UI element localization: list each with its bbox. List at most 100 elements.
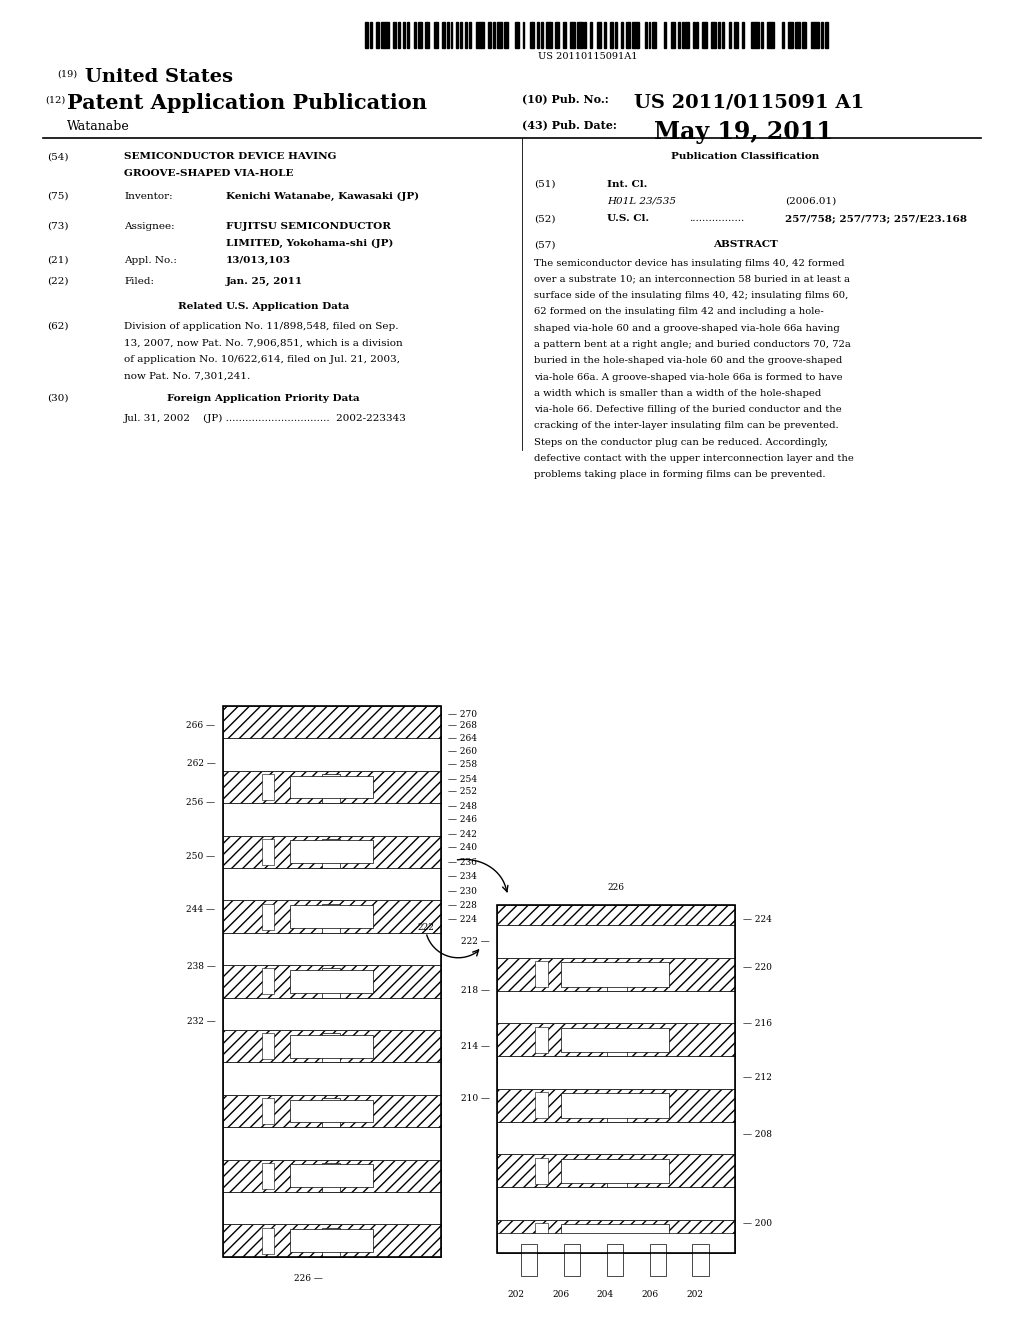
Bar: [392, 22, 396, 48]
Bar: [425, 22, 429, 48]
Text: Patent Application Publication: Patent Application Publication: [68, 94, 427, 114]
Bar: [597, 22, 601, 48]
Text: Foreign Application Priority Data: Foreign Application Priority Data: [167, 393, 359, 403]
Text: 214 —: 214 —: [461, 1041, 489, 1051]
Text: LIMITED, Yokohama-shi (JP): LIMITED, Yokohama-shi (JP): [225, 239, 393, 248]
Bar: [322, 774, 340, 803]
Text: 222: 222: [417, 923, 434, 932]
Bar: [222, 1094, 441, 1127]
Bar: [262, 1228, 273, 1254]
Bar: [222, 771, 441, 803]
Bar: [802, 22, 806, 48]
Bar: [403, 22, 406, 48]
Bar: [497, 1023, 735, 1056]
Text: 244 —: 244 —: [186, 906, 215, 915]
Bar: [685, 22, 689, 48]
Text: 238 —: 238 —: [186, 962, 215, 972]
Text: — 254: — 254: [449, 775, 477, 784]
Text: (54): (54): [47, 152, 69, 161]
Bar: [795, 22, 801, 48]
Bar: [262, 1163, 273, 1189]
Bar: [535, 1092, 548, 1118]
Bar: [497, 906, 735, 1253]
Bar: [222, 1127, 441, 1159]
Text: via-hole 66. Defective filling of the buried conductor and the: via-hole 66. Defective filling of the bu…: [535, 405, 842, 414]
Bar: [290, 1035, 373, 1057]
Text: — 252: — 252: [449, 787, 477, 796]
Bar: [262, 1034, 273, 1059]
Text: 206: 206: [641, 1290, 658, 1299]
Bar: [322, 904, 340, 933]
Text: 204: 204: [597, 1290, 614, 1299]
Bar: [645, 22, 647, 48]
Text: Appl. No.:: Appl. No.:: [124, 256, 177, 265]
Text: — 208: — 208: [742, 1130, 771, 1139]
Bar: [290, 970, 373, 993]
Bar: [585, 22, 586, 48]
Bar: [497, 906, 735, 925]
Text: 262 —: 262 —: [186, 759, 215, 768]
Text: (52): (52): [535, 214, 556, 223]
Bar: [469, 22, 471, 48]
Bar: [671, 22, 675, 48]
Bar: [610, 22, 613, 48]
Text: The semiconductor device has insulating films 40, 42 formed: The semiconductor device has insulating …: [535, 259, 845, 268]
Text: 13/013,103: 13/013,103: [225, 256, 291, 265]
Bar: [649, 1243, 667, 1276]
Text: — 224: — 224: [742, 915, 771, 924]
Bar: [535, 1027, 548, 1053]
Bar: [497, 22, 502, 48]
Text: 256 —: 256 —: [186, 797, 215, 807]
Text: Steps on the conductor plug can be reduced. Accordingly,: Steps on the conductor plug can be reduc…: [535, 438, 828, 446]
Text: ABSTRACT: ABSTRACT: [714, 240, 778, 249]
Text: 210 —: 210 —: [461, 1094, 489, 1102]
Bar: [648, 22, 650, 48]
Bar: [497, 1220, 735, 1253]
Text: 202: 202: [507, 1290, 524, 1299]
Bar: [262, 1098, 273, 1123]
Bar: [322, 1098, 340, 1127]
Text: surface side of the insulating films 40, 42; insulating films 60,: surface side of the insulating films 40,…: [535, 292, 849, 300]
Bar: [821, 22, 823, 48]
Text: 226: 226: [607, 883, 625, 892]
Text: 226 —: 226 —: [294, 1274, 323, 1283]
Text: 257/758; 257/773; 257/E23.168: 257/758; 257/773; 257/E23.168: [785, 214, 968, 223]
Bar: [451, 22, 453, 48]
Text: Jan. 25, 2011: Jan. 25, 2011: [225, 277, 303, 286]
Text: 266 —: 266 —: [186, 721, 215, 730]
Text: a pattern bent at a right angle; and buried conductors 70, 72a: a pattern bent at a right angle; and bur…: [535, 341, 851, 348]
Bar: [606, 1243, 624, 1276]
Bar: [761, 22, 763, 48]
Text: Int. Cl.: Int. Cl.: [607, 180, 648, 189]
Bar: [290, 776, 373, 799]
Text: — 230: — 230: [449, 887, 477, 896]
Bar: [322, 969, 340, 998]
Text: — 240: — 240: [449, 843, 477, 851]
Bar: [632, 22, 639, 48]
Bar: [722, 22, 724, 48]
Bar: [290, 841, 373, 863]
Bar: [222, 1030, 441, 1063]
Text: (19): (19): [57, 70, 77, 79]
Text: of application No. 10/622,614, filed on Jul. 21, 2003,: of application No. 10/622,614, filed on …: [124, 355, 400, 364]
Text: — 234: — 234: [449, 873, 477, 882]
Text: — 224: — 224: [449, 915, 477, 924]
Text: US 20110115091A1: US 20110115091A1: [539, 51, 638, 61]
Bar: [222, 900, 441, 933]
Bar: [504, 22, 508, 48]
Bar: [701, 22, 708, 48]
Bar: [562, 22, 566, 48]
Bar: [322, 1163, 340, 1192]
Bar: [682, 22, 684, 48]
Text: May 19, 2011: May 19, 2011: [654, 120, 833, 144]
Text: (2006.01): (2006.01): [785, 197, 837, 206]
Bar: [476, 22, 484, 48]
Bar: [692, 1243, 710, 1276]
Bar: [398, 22, 399, 48]
Bar: [222, 738, 441, 771]
Text: 218 —: 218 —: [461, 986, 489, 995]
Bar: [222, 998, 441, 1030]
Bar: [465, 22, 467, 48]
Text: (43) Pub. Date:: (43) Pub. Date:: [522, 120, 617, 131]
Text: (73): (73): [47, 222, 69, 231]
